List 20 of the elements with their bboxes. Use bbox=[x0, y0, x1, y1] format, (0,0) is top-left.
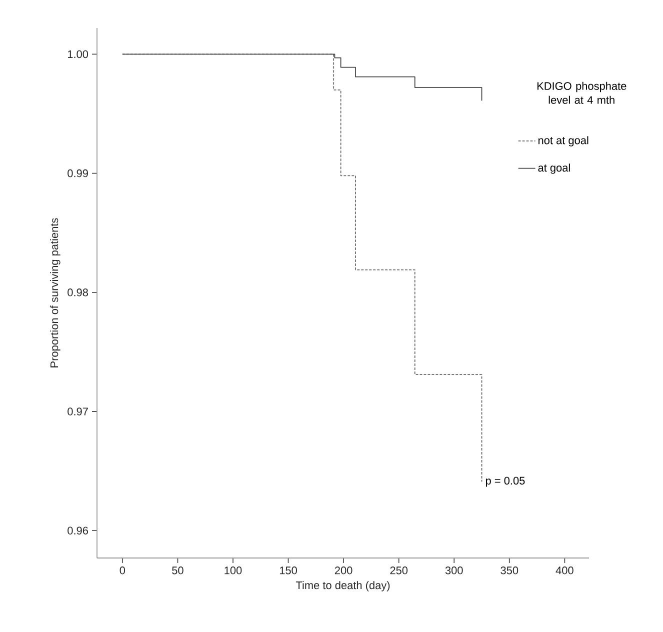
x-tick-label: 0 bbox=[120, 566, 126, 574]
x-tick-label: 300 bbox=[445, 566, 463, 574]
x-tick-label: 400 bbox=[556, 566, 574, 574]
legend-title: KDIGO phosphate level at 4 mth bbox=[537, 82, 626, 104]
annotation: p = 0.05 bbox=[486, 476, 525, 487]
legend-label: not at goal bbox=[538, 136, 588, 146]
legend-label: at goal bbox=[538, 164, 570, 174]
x-tick-label: 150 bbox=[280, 566, 297, 574]
x-tick-label: 100 bbox=[224, 566, 242, 574]
x-tick-label: 250 bbox=[390, 566, 408, 574]
x-axis-title: Time to death (day) bbox=[296, 581, 390, 592]
y-tick-label: 0.99 bbox=[68, 169, 88, 178]
x-tick-label: 200 bbox=[334, 566, 352, 574]
y-tick-label: 1.00 bbox=[68, 50, 88, 58]
y-tick-label: 0.97 bbox=[68, 408, 88, 416]
y-tick-label: 0.96 bbox=[68, 526, 88, 534]
y-axis-title: Proportion of surviving patients bbox=[50, 218, 60, 368]
y-tick-label: 0.98 bbox=[68, 288, 88, 296]
x-tick-label: 50 bbox=[172, 566, 184, 574]
x-tick-label: 350 bbox=[500, 566, 518, 574]
